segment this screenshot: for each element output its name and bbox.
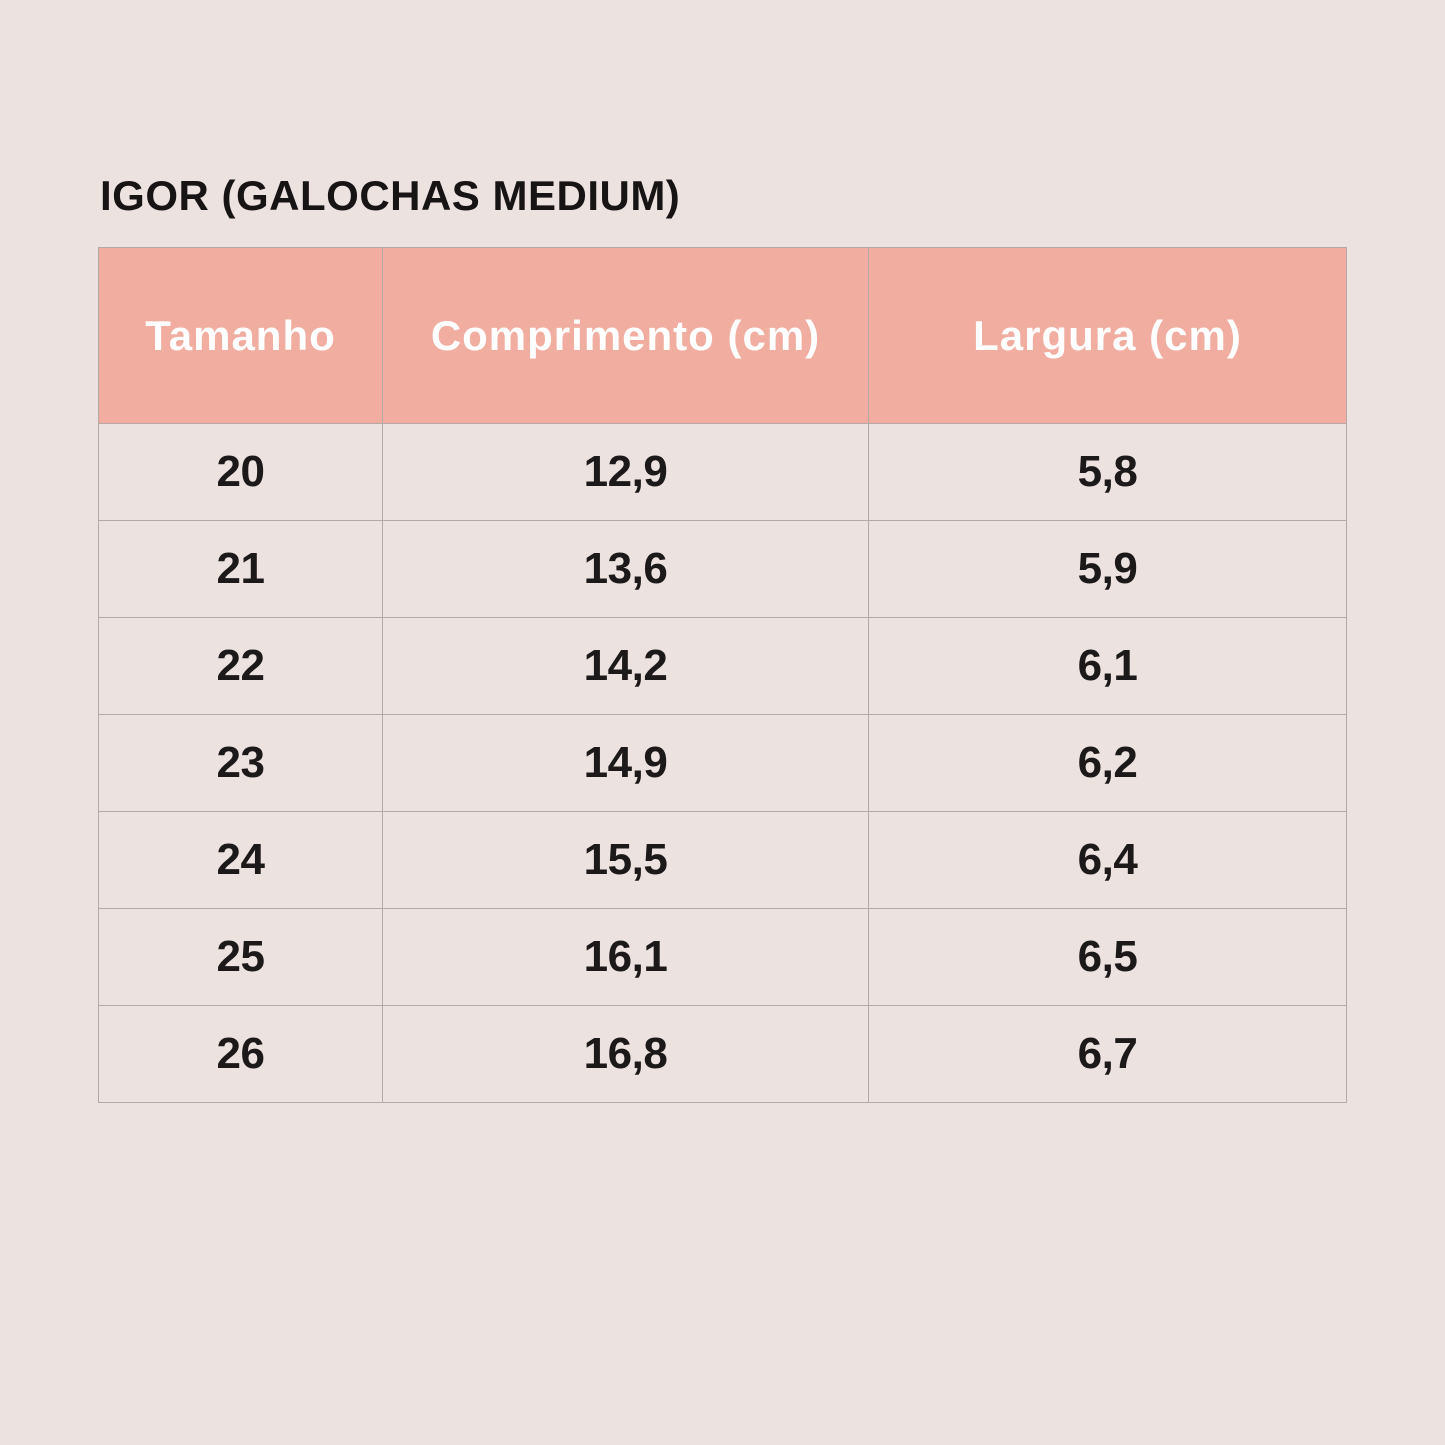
table-cell: 25 — [98, 908, 383, 1006]
table-header-row: Tamanho Comprimento (cm) Largura (cm) — [98, 247, 1347, 424]
page: IGOR (GALOCHAS MEDIUM) Tamanho Comprimen… — [98, 172, 1347, 1103]
table-cell: 5,8 — [868, 423, 1347, 521]
table-cell: 24 — [98, 811, 383, 909]
table-cell: 15,5 — [382, 811, 869, 909]
table-row: 26 16,8 6,7 — [98, 1005, 1347, 1103]
table-row: 20 12,9 5,8 — [98, 423, 1347, 521]
table-cell: 6,5 — [868, 908, 1347, 1006]
table-cell: 26 — [98, 1005, 383, 1103]
table-row: 23 14,9 6,2 — [98, 714, 1347, 812]
table-cell: 6,2 — [868, 714, 1347, 812]
column-header-largura: Largura (cm) — [868, 247, 1347, 424]
table-cell: 21 — [98, 520, 383, 618]
table-row: 24 15,5 6,4 — [98, 811, 1347, 909]
table-cell: 6,1 — [868, 617, 1347, 715]
table-body: 20 12,9 5,8 21 13,6 5,9 22 14,2 6,1 23 14,9 6,2 24 15… — [98, 423, 1347, 1103]
table-cell: 23 — [98, 714, 383, 812]
column-header-tamanho: Tamanho — [98, 247, 383, 424]
page-title: IGOR (GALOCHAS MEDIUM) — [100, 172, 681, 219]
size-chart-table: Tamanho Comprimento (cm) Largura (cm) 20… — [98, 247, 1347, 1103]
table-cell: 6,7 — [868, 1005, 1347, 1103]
table-row: 25 16,1 6,5 — [98, 908, 1347, 1006]
table-header: Tamanho Comprimento (cm) Largura (cm) — [98, 247, 1347, 424]
table-cell: 6,4 — [868, 811, 1347, 909]
table-cell: 16,1 — [382, 908, 869, 1006]
table-cell: 14,9 — [382, 714, 869, 812]
table-cell: 13,6 — [382, 520, 869, 618]
table-row: 21 13,6 5,9 — [98, 520, 1347, 618]
table-cell: 12,9 — [382, 423, 869, 521]
column-header-comprimento: Comprimento (cm) — [382, 247, 869, 424]
table-cell: 5,9 — [868, 520, 1347, 618]
table-row: 22 14,2 6,1 — [98, 617, 1347, 715]
table-cell: 20 — [98, 423, 383, 521]
table-cell: 22 — [98, 617, 383, 715]
table-cell: 14,2 — [382, 617, 869, 715]
table-cell: 16,8 — [382, 1005, 869, 1103]
